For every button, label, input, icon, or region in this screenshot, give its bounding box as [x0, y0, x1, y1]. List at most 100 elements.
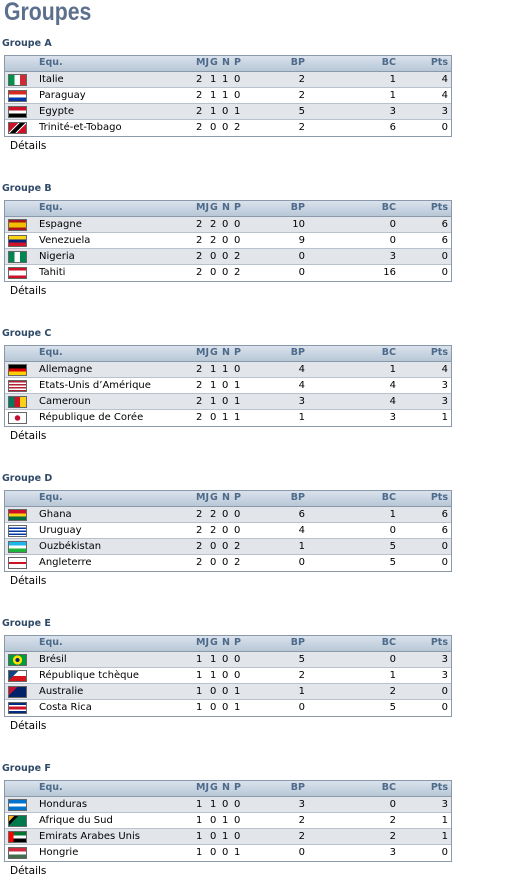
flag-icon — [8, 74, 27, 86]
group-label: Groupe B — [2, 183, 52, 194]
stat-cell: 0 — [222, 380, 229, 391]
flag-icon — [8, 654, 27, 666]
column-header: MJ — [196, 347, 209, 358]
column-header: Pts — [430, 637, 448, 648]
column-header: MJ — [196, 782, 209, 793]
stat-cell: 0 — [389, 219, 396, 230]
standings-table: Equ. MJ G N P BP BC Pts Italie 2 1 1 0 2 1 4 Paraguay 2 1 1… — [4, 55, 452, 137]
stat-cell: 0 — [234, 831, 241, 842]
stat-cell: 1 — [298, 686, 305, 697]
details-link[interactable]: Détails — [10, 285, 47, 297]
stat-cell: 2 — [389, 815, 396, 826]
flag-icon — [8, 364, 27, 376]
stat-cell: 0 — [389, 525, 396, 536]
stat-cell: 3 — [389, 847, 396, 858]
stat-cell: 0 — [222, 654, 229, 665]
details-link[interactable]: Détails — [10, 865, 47, 877]
stat-cell: 2 — [196, 541, 203, 552]
column-header: BP — [290, 492, 305, 503]
stat-cell: 4 — [441, 90, 448, 101]
flag-icon — [8, 412, 27, 424]
stat-cell: 0 — [222, 557, 229, 568]
column-header: G — [210, 202, 218, 213]
stat-cell: 0 — [234, 670, 241, 681]
team-row: Brésil 1 1 0 0 5 0 3 — [5, 652, 451, 668]
stat-cell: 6 — [389, 122, 396, 133]
details-link[interactable]: Détails — [10, 140, 47, 152]
stat-cell: 0 — [441, 267, 448, 278]
stat-cell: 0 — [222, 106, 229, 117]
stat-cell: 0 — [234, 799, 241, 810]
stat-cell: 2 — [234, 251, 241, 262]
stat-cell: 2 — [196, 396, 203, 407]
stat-cell: 0 — [389, 654, 396, 665]
stat-cell: 2 — [210, 235, 217, 246]
column-header: P — [234, 782, 241, 793]
stat-cell: 1 — [210, 106, 217, 117]
stat-cell: 3 — [441, 106, 448, 117]
stat-cell: 1 — [441, 831, 448, 842]
stat-cell: 2 — [298, 815, 305, 826]
stat-cell: 0 — [234, 364, 241, 375]
stat-cell: 0 — [234, 235, 241, 246]
team-row: République de Corée 2 0 1 1 1 3 1 — [5, 410, 451, 426]
details-link[interactable]: Détails — [10, 575, 47, 587]
details-link[interactable]: Détails — [10, 430, 47, 442]
standings-table: Equ. MJ G N P BP BC Pts Ghana 2 2 0 0 6 1 6 Uruguay 2 2 0 0 4… — [4, 490, 452, 572]
team-row: Angleterre 2 0 0 2 0 5 0 — [5, 555, 451, 571]
stat-cell: 2 — [196, 74, 203, 85]
team-row: Etats-Unis d’Amérique 2 1 0 1 4 4 3 — [5, 378, 451, 394]
stat-cell: 2 — [210, 525, 217, 536]
stat-cell: 2 — [196, 364, 203, 375]
stat-cell: 0 — [389, 799, 396, 810]
stat-cell: 0 — [222, 396, 229, 407]
column-header: BC — [381, 202, 396, 213]
stat-cell: 0 — [441, 847, 448, 858]
stat-cell: 0 — [234, 219, 241, 230]
stat-cell: 2 — [196, 106, 203, 117]
stat-cell: 3 — [389, 106, 396, 117]
stat-cell: 1 — [298, 541, 305, 552]
column-header: BC — [381, 492, 396, 503]
column-header: Equ. — [39, 782, 63, 793]
stat-cell: 2 — [210, 219, 217, 230]
stat-cell: 2 — [196, 509, 203, 520]
column-header: Pts — [430, 202, 448, 213]
team-row: Afrique du Sud 1 0 1 0 2 2 1 — [5, 813, 451, 829]
stat-cell: 2 — [298, 122, 305, 133]
column-header: BP — [290, 57, 305, 68]
column-header: BP — [290, 782, 305, 793]
flag-icon — [8, 509, 27, 521]
team-name: Egypte — [39, 106, 75, 117]
details-link[interactable]: Détails — [10, 720, 47, 732]
stat-cell: 1 — [196, 799, 203, 810]
stat-cell: 5 — [389, 702, 396, 713]
team-row: Espagne 2 2 0 0 10 0 6 — [5, 217, 451, 233]
team-name: Hongrie — [39, 847, 79, 858]
flag-icon — [8, 557, 27, 569]
column-header: MJ — [196, 57, 209, 68]
team-name: Brésil — [39, 654, 67, 665]
team-row: Ouzbékistan 2 0 0 2 1 5 0 — [5, 539, 451, 555]
stat-cell: 2 — [196, 235, 203, 246]
stat-cell: 1 — [441, 815, 448, 826]
team-row: Italie 2 1 1 0 2 1 4 — [5, 72, 451, 88]
table-header: Equ. MJ G N P BP BC Pts — [5, 201, 451, 217]
page-title: Groupes — [4, 0, 92, 26]
team-row: Uruguay 2 2 0 0 4 0 6 — [5, 523, 451, 539]
stat-cell: 0 — [222, 251, 229, 262]
stat-cell: 0 — [222, 541, 229, 552]
stat-cell: 4 — [441, 364, 448, 375]
stat-cell: 4 — [389, 396, 396, 407]
column-header: Pts — [430, 57, 448, 68]
stat-cell: 3 — [298, 396, 305, 407]
flag-icon — [8, 122, 27, 134]
team-row: Nigeria 2 0 0 2 0 3 0 — [5, 249, 451, 265]
stat-cell: 1 — [234, 396, 241, 407]
column-header: G — [210, 637, 218, 648]
team-name: Trinité-et-Tobago — [39, 122, 122, 133]
stat-cell: 0 — [210, 251, 217, 262]
column-header: N — [222, 202, 230, 213]
stat-cell: 5 — [389, 557, 396, 568]
flag-icon — [8, 686, 27, 698]
